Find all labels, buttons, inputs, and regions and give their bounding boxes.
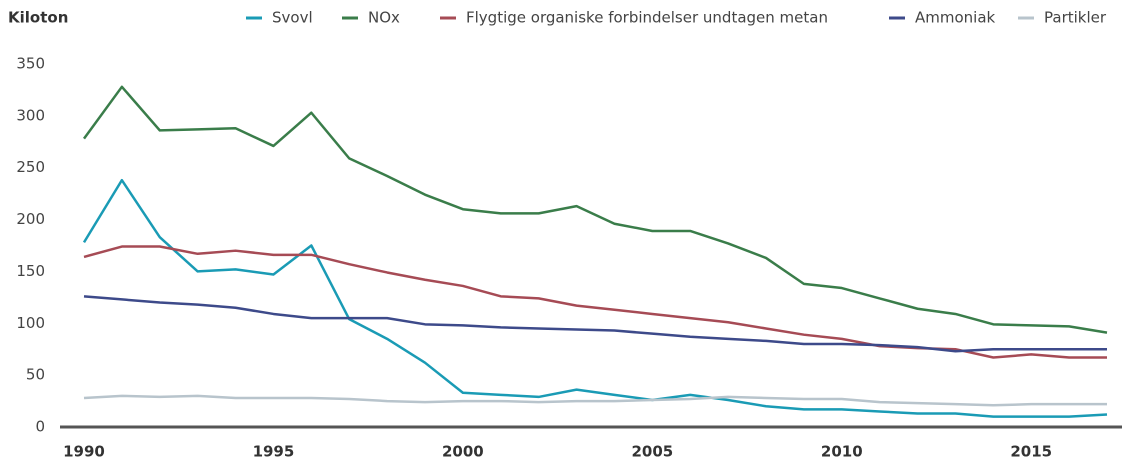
y-tick-label: 200: [16, 210, 45, 228]
y-axis-label: Kiloton: [8, 9, 68, 27]
legend-label: NOx: [368, 9, 400, 27]
x-tick-label: 2000: [442, 443, 484, 461]
legend-label: Flygtige organiske forbindelser undtagen…: [466, 9, 828, 27]
y-tick-label: 50: [26, 366, 45, 384]
x-tick-label: 2005: [631, 443, 673, 461]
x-tick-label: 1995: [253, 443, 295, 461]
legend-label: Partikler: [1044, 9, 1107, 27]
series-line: [83, 394, 1107, 407]
series-line: [82, 85, 1108, 334]
y-tick-label: 150: [16, 262, 45, 280]
series-line: [83, 295, 1107, 353]
y-tick-label: 350: [16, 55, 45, 73]
series-line: [82, 178, 1108, 418]
y-tick-label: 0: [35, 418, 45, 436]
y-tick-label: 250: [16, 158, 45, 176]
x-tick-label: 2010: [821, 443, 863, 461]
series-line: [83, 245, 1107, 359]
legend-label: Svovl: [272, 9, 313, 27]
x-tick-label: 1990: [63, 443, 105, 461]
y-tick-label: 100: [16, 314, 45, 332]
x-tick-label: 2015: [1010, 443, 1052, 461]
y-tick-label: 300: [16, 106, 45, 124]
legend-label: Ammoniak: [915, 9, 996, 27]
